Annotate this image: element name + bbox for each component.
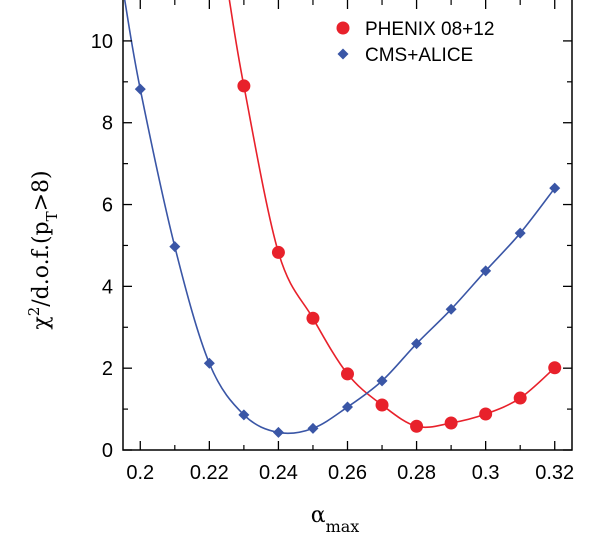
phenix-point	[237, 79, 251, 93]
axis-layer: 0.2 0.22 0.24 0.26 0.28 0.3 0.32 0 2 4 6 8 10	[91, 0, 574, 484]
cms-alice-point	[169, 241, 181, 253]
y-axis-title-mid: /d.o.f.(p	[29, 221, 54, 306]
phenix-point	[306, 311, 320, 325]
x-tick-label: 0.32	[535, 462, 574, 484]
legend-marker-cms-alice	[337, 48, 349, 60]
y-axis-title-sub: T	[43, 211, 61, 221]
cms-alice-point	[376, 375, 388, 387]
y-tick-label: 10	[91, 31, 113, 53]
cms-alice-point	[134, 83, 146, 95]
x-tick-label: 0.2	[126, 462, 154, 484]
phenix-point	[341, 367, 354, 381]
series-layer	[123, 0, 562, 438]
phenix-point	[410, 419, 424, 433]
legend-marker-phenix	[336, 21, 350, 35]
x-tick-label: 0.3	[472, 462, 500, 484]
x-tick-label: 0.24	[259, 462, 298, 484]
y-axis-title-end: >8)	[29, 170, 54, 211]
y-axis-title-sup: 2	[25, 307, 43, 317]
x-axis-title-sub: max	[326, 517, 360, 533]
cms-alice-point	[445, 303, 457, 315]
cms-alice-point	[342, 401, 353, 413]
x-axis-title-main: α	[311, 503, 326, 528]
phenix-point	[271, 245, 285, 259]
cms-alice-point	[514, 227, 526, 239]
x-tick-label: 0.28	[397, 462, 436, 484]
cms-alice-point	[480, 265, 492, 277]
y-tick-label: 4	[102, 276, 113, 298]
plot-frame	[122, 0, 573, 451]
y-axis-title-main: χ	[29, 316, 54, 329]
legend-label-cms-alice: CMS+ALICE	[365, 45, 473, 66]
phenix-point	[444, 416, 458, 430]
y-tick-label: 6	[102, 195, 113, 217]
cms-alice-point	[307, 422, 319, 434]
y-tick-label: 0	[102, 440, 113, 462]
legend-label-phenix: PHENIX 08+12	[365, 19, 494, 40]
x-axis-title: αmax	[311, 503, 360, 533]
phenix-point	[479, 407, 493, 421]
legend: PHENIX 08+12 CMS+ALICE	[336, 19, 494, 66]
y-axis-title: χ2/d.o.f.(pT>8)	[25, 170, 61, 329]
cms-alice-point	[272, 426, 284, 438]
y-tick-label: 2	[102, 358, 113, 380]
phenix-point	[513, 391, 527, 405]
cms-alice-point	[238, 409, 250, 421]
x-tick-label: 0.22	[190, 462, 229, 484]
cms-alice-point	[411, 338, 423, 350]
y-tick-label: 8	[102, 113, 113, 135]
phenix-point	[548, 361, 562, 375]
cms-alice-point	[549, 182, 561, 194]
cms-alice-series-line	[123, 0, 556, 435]
x-tick-label: 0.26	[328, 462, 367, 484]
cms-alice-point	[203, 357, 215, 369]
phenix-point	[375, 398, 389, 412]
